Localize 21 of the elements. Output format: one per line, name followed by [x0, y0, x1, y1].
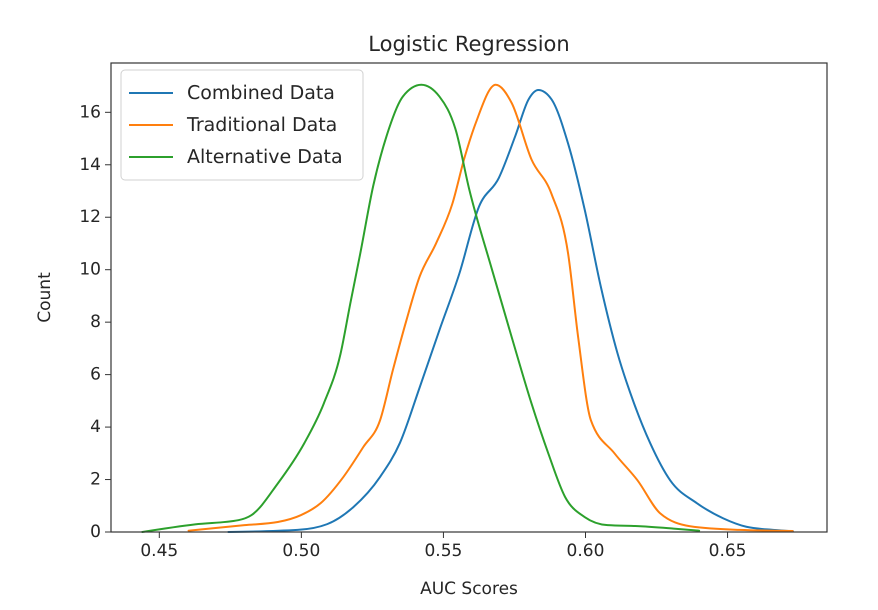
x-axis-title: AUC Scores — [420, 579, 518, 599]
x-tick-label: 0.60 — [566, 541, 604, 561]
y-tick-label: 2 — [90, 470, 101, 490]
y-tick-label: 6 — [90, 364, 101, 385]
x-tick-label: 0.55 — [424, 541, 462, 561]
x-tick-label: 0.65 — [708, 541, 746, 561]
y-tick-label: 10 — [79, 260, 101, 280]
y-tick-label: 8 — [90, 312, 101, 332]
legend-label: Traditional Data — [186, 114, 338, 136]
y-tick-label: 4 — [90, 417, 101, 438]
y-tick-label: 0 — [90, 522, 101, 542]
legend-label: Combined Data — [187, 82, 335, 104]
line-series — [141, 84, 700, 533]
x-tick-label: 0.45 — [140, 541, 178, 561]
y-axis-title: Count — [35, 272, 55, 323]
legend-label: Alternative Data — [187, 146, 343, 168]
y-tick-label: 16 — [79, 102, 101, 122]
x-tick-label: 0.50 — [282, 541, 320, 561]
chart-title: Logistic Regression — [368, 32, 570, 56]
y-tick-label: 12 — [79, 207, 101, 228]
y-tick-label: 14 — [79, 154, 101, 175]
